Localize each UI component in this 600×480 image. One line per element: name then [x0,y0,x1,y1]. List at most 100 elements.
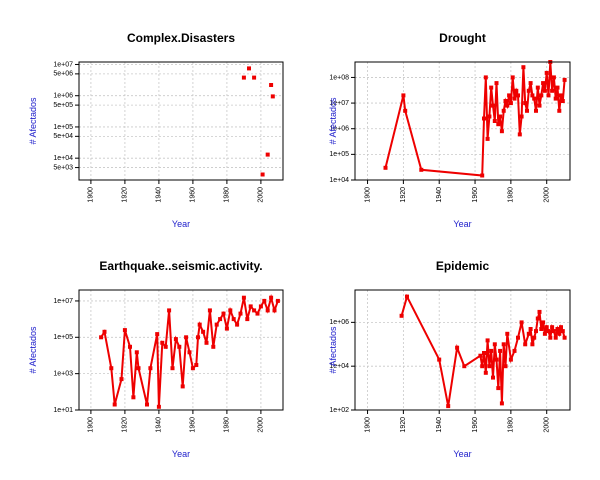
data-point [260,172,265,177]
x-tick-label: 1940 [436,187,443,203]
y-tick-label: 1e+05 [53,334,73,341]
data-point [482,116,486,121]
data-point [485,338,490,343]
data-point [516,93,520,98]
y-tick-label: 1e+07 [53,298,73,305]
data-point [265,152,270,157]
y-tick-label: 1e+04 [329,177,349,184]
data-point [544,325,549,330]
y-tick-label: 1e+01 [53,407,73,414]
data-point [492,342,497,347]
data-point [196,335,200,340]
data-point [528,327,533,331]
data-point [446,404,451,409]
data-point [131,395,136,400]
data-point [128,344,132,349]
data-point [526,88,531,93]
data-point [119,377,124,382]
data-point [211,344,216,349]
data-point [499,401,504,406]
data-point [478,353,483,358]
x-tick-label: 2000 [258,187,265,203]
data-point [482,351,486,355]
data-point [487,364,492,369]
data-point [548,335,553,340]
y-tick-label: 5e+04 [53,133,73,140]
x-tick-label: 2000 [544,417,551,433]
data-point [521,65,526,70]
data-point [528,81,533,86]
data-point [269,83,274,87]
x-tick-label: 1940 [436,417,443,433]
x-tick-label: 2000 [258,417,265,433]
data-point [494,81,499,86]
plot-frame [354,289,571,411]
data-point [562,335,567,340]
x-tick-label: 1980 [508,187,515,203]
chart-title: Epidemic [436,259,490,273]
y-tick-label: 1e+06 [53,93,73,100]
data-point [155,332,160,337]
y-tick-label: 1e+03 [53,370,73,377]
data-point [134,350,139,355]
data-point [505,103,510,108]
chart-panel-2: 1900 1920 1940 1960 1980 2000 1e+04 1e+05 1e+06 1… [328,31,571,229]
x-tick-label: 1920 [122,187,129,203]
y-tick-label: 1e+04 [329,363,349,370]
data-point [383,165,388,170]
data-point [532,96,537,101]
data-point [507,93,512,98]
y-tick-label: 1e+02 [329,407,349,414]
data-point [480,364,485,369]
data-point [562,77,567,82]
data-point [180,384,185,389]
data-point [512,348,517,353]
data-point [207,308,212,313]
y-tick-label: 1e+05 [53,124,73,131]
data-point [539,327,544,331]
data-point [235,322,240,327]
data-point [550,325,555,330]
data-point [109,366,114,371]
chart-title: Complex.Disasters [127,31,235,45]
x-axis-label: Year [172,449,190,459]
data-point [537,103,542,108]
data-point [559,325,563,330]
plot-frame [78,289,284,411]
y-tick-label: 5e+05 [53,102,73,109]
data-point [555,327,560,331]
y-tick-label: 1e+04 [53,155,73,162]
data-point [148,366,153,371]
data-point [170,366,175,371]
data-point [190,366,195,371]
data-point [487,114,492,119]
data-point [553,335,558,340]
data-point [241,295,246,300]
data-point [231,317,236,322]
data-point [559,93,563,98]
data-point [156,404,161,409]
data-point [499,129,504,134]
data-point [491,375,495,380]
data-point [534,329,538,334]
data-point [508,357,513,362]
x-tick-label: 1900 [88,187,95,203]
data-point [102,329,107,334]
data-point [167,308,172,313]
y-tick-label: 1e+08 [329,74,349,81]
y-tick-label: 1e+06 [329,126,349,133]
data-point [542,331,547,336]
data-point [551,75,556,80]
data-point [550,88,555,93]
data-point [122,328,127,333]
data-point [485,136,490,141]
chart-panel-4: 1900 1920 1940 1960 1980 2000 1e+02 1e+04 1e+06 E… [328,259,571,459]
data-point [258,304,263,309]
x-tick-label: 1980 [224,187,231,203]
data-point [247,66,251,71]
x-tick-label: 1960 [190,187,197,203]
data-point [519,320,524,325]
data-point [483,370,488,375]
y-axis-label: # Afectados [28,97,38,145]
